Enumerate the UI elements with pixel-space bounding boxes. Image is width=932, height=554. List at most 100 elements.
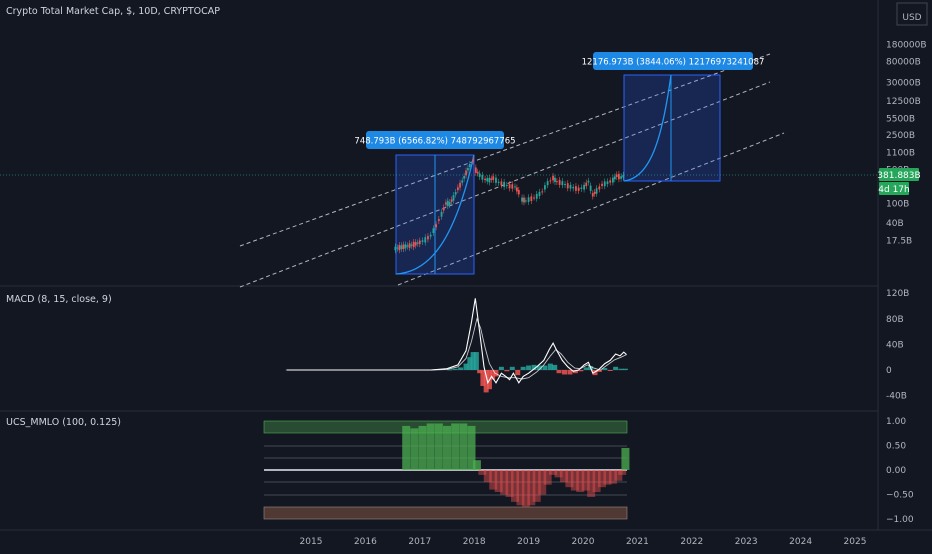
candle[interactable] [587, 180, 590, 183]
mmlo-bar[interactable] [500, 470, 509, 495]
macd-histogram-bar[interactable] [531, 364, 537, 370]
mmlo-bar[interactable] [418, 425, 427, 470]
candle[interactable] [424, 237, 427, 243]
candle[interactable] [427, 236, 429, 240]
macd-signal-line[interactable] [286, 317, 627, 380]
candle[interactable] [490, 178, 493, 180]
mmlo-bar[interactable] [559, 470, 568, 483]
candle[interactable] [516, 187, 518, 192]
mmlo-bar[interactable] [549, 470, 558, 475]
candle[interactable] [474, 167, 477, 173]
candle[interactable] [402, 244, 405, 250]
mmlo-bar[interactable] [521, 470, 530, 507]
candle[interactable] [437, 219, 440, 221]
candle[interactable] [454, 192, 457, 195]
macd-histogram-bar[interactable] [515, 370, 521, 376]
candle[interactable] [523, 197, 525, 203]
candle[interactable] [412, 241, 415, 248]
candle[interactable] [546, 181, 549, 186]
candle[interactable] [514, 186, 516, 188]
mmlo-bar[interactable] [538, 470, 547, 495]
candle[interactable] [481, 174, 484, 180]
mmlo-bar[interactable] [483, 470, 492, 483]
macd-histogram-bar[interactable] [498, 366, 504, 370]
projection-box-2017[interactable] [395, 154, 475, 275]
candle[interactable] [595, 188, 598, 194]
candle[interactable] [566, 183, 569, 189]
time-axis[interactable]: 2015 2016 2017 2018 2019 2020 2021 2022 2023 2024… [300, 537, 867, 547]
macd-histogram-bar[interactable] [578, 370, 584, 372]
candle[interactable] [527, 197, 530, 202]
candle[interactable] [541, 191, 544, 193]
candle[interactable] [440, 211, 443, 217]
macd-histogram-bar[interactable] [552, 364, 558, 370]
macd-histogram-bar[interactable] [583, 367, 589, 370]
candle[interactable] [577, 187, 580, 191]
annotation-2017-badge[interactable] [366, 131, 504, 149]
candle[interactable] [606, 181, 609, 185]
candle[interactable] [472, 159, 475, 162]
candle[interactable] [572, 187, 575, 189]
macd-histogram-bar[interactable] [602, 368, 608, 370]
candle[interactable] [432, 228, 435, 234]
candle[interactable] [503, 181, 506, 187]
mmlo-bar[interactable] [472, 460, 481, 470]
candle[interactable] [476, 171, 479, 174]
candle[interactable] [613, 176, 616, 180]
mmlo-bar[interactable] [598, 470, 607, 488]
macd-histogram-bar[interactable] [447, 369, 453, 371]
candle[interactable] [495, 177, 497, 183]
macd-histogram-bar[interactable] [607, 370, 613, 371]
candle[interactable] [549, 180, 552, 182]
macd-histogram-bar[interactable] [480, 370, 486, 386]
candle[interactable] [446, 200, 449, 207]
candle[interactable] [418, 240, 421, 245]
candle[interactable] [552, 175, 554, 181]
candle[interactable] [598, 186, 601, 190]
mmlo-bar[interactable] [603, 470, 612, 485]
macd-histogram-bar[interactable] [526, 365, 532, 370]
mmlo-bar[interactable] [592, 470, 601, 493]
candle[interactable] [530, 196, 533, 202]
candle[interactable] [544, 185, 546, 190]
candle[interactable] [465, 170, 467, 176]
macd-histogram-bar[interactable] [473, 352, 479, 370]
macd-axis[interactable]: 120B 80B 40B 0 -40B [886, 289, 909, 401]
macd-histogram-bar[interactable] [477, 370, 483, 374]
mmlo-bar[interactable] [527, 470, 536, 506]
macd-histogram-bar[interactable] [567, 370, 573, 375]
candle[interactable] [533, 197, 535, 199]
candle[interactable] [484, 178, 486, 181]
candle[interactable] [488, 177, 491, 183]
candle[interactable] [535, 193, 538, 199]
mmlo-bar[interactable] [565, 470, 574, 488]
candle[interactable] [414, 242, 417, 246]
candle[interactable] [500, 181, 503, 186]
currency-box[interactable] [896, 2, 928, 26]
mmlo-bar[interactable] [516, 470, 525, 506]
macd-histogram-bar[interactable] [458, 367, 464, 370]
projection-curve-2021[interactable] [623, 74, 672, 182]
candle[interactable] [593, 191, 596, 194]
candle[interactable] [416, 242, 419, 244]
macd-histogram-bar[interactable] [467, 357, 473, 370]
candle[interactable] [448, 202, 451, 205]
candle[interactable] [410, 244, 413, 246]
mmlo-bar[interactable] [410, 428, 419, 470]
candle[interactable] [492, 176, 495, 180]
candle[interactable] [508, 184, 511, 189]
mmlo-bar[interactable] [434, 423, 443, 470]
candle[interactable] [524, 200, 527, 202]
candle[interactable] [615, 174, 618, 177]
mmlo-bar[interactable] [494, 470, 503, 493]
candle[interactable] [456, 187, 459, 191]
macd-histogram-bar[interactable] [596, 370, 602, 372]
currency-label[interactable]: USD [902, 13, 921, 23]
mmlo-bar[interactable] [459, 423, 468, 470]
candle[interactable] [459, 182, 461, 188]
macd-histogram-bar[interactable] [562, 370, 568, 375]
candlestick-series[interactable] [394, 156, 625, 254]
candle[interactable] [396, 247, 399, 249]
annotation-2021-badge[interactable] [593, 52, 753, 70]
